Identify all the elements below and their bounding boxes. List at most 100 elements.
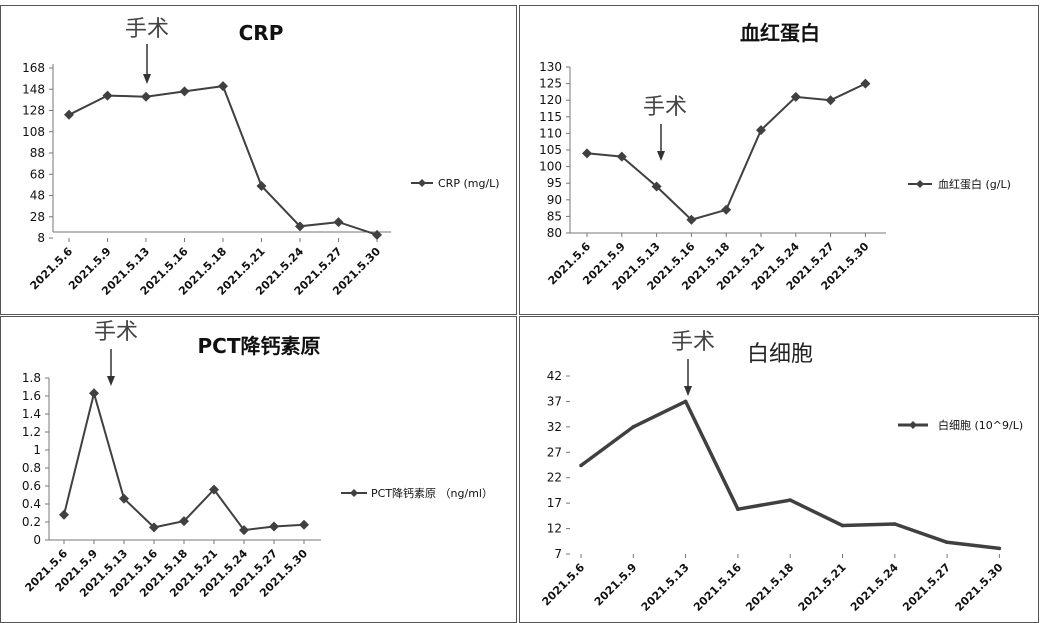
series-line — [63, 389, 305, 532]
y-axis-ticks: 1.8 1.6 1.4 1.2 1 0.8 0.6 0.4 0.2 0 — [22, 371, 49, 547]
y-tick-label: 37 — [547, 394, 562, 408]
data-point — [683, 399, 688, 404]
y-tick-label: 28 — [30, 210, 45, 224]
y-tick-label: 12 — [547, 522, 562, 536]
markers — [59, 388, 309, 536]
data-point — [997, 546, 1002, 551]
legend: 血红蛋白 (g/L) — [908, 177, 1011, 191]
markers — [64, 81, 382, 240]
data-point — [631, 425, 636, 429]
x-tick-label: 2021.5.27 — [900, 561, 953, 614]
annotation-arrow — [107, 349, 115, 386]
data-point — [119, 493, 129, 504]
data-point — [179, 86, 190, 97]
y-tick-label: 108 — [22, 125, 45, 139]
y-tick-label: 68 — [30, 167, 45, 181]
y-tick-label: 105 — [539, 143, 562, 157]
series-line — [586, 82, 866, 221]
series-line — [579, 399, 1000, 551]
chart-title: CRP — [239, 21, 284, 45]
data-point — [295, 221, 305, 232]
legend: CRP (mg/L) — [411, 177, 500, 190]
data-point — [756, 125, 766, 136]
chart-panel-pct: PCT降钙素原 1.8 1.6 1.4 1.2 1 0.8 0.6 0.4 0.2 0 2021.… — [0, 316, 517, 623]
chart-hemoglobin: 血红蛋白 130 125 120 115 110 105 100 95 90 85 80 2021.… — [539, 21, 1011, 293]
y-tick-label: 0 — [33, 533, 41, 547]
x-axis-ticks: 2021.5.62021.5.92021.5.132021.5.162021.5… — [28, 238, 383, 298]
legend-label: 白细胞 (10^9/L) — [938, 418, 1023, 432]
data-point — [89, 388, 99, 399]
y-tick-label: 1.6 — [22, 389, 41, 403]
data-point — [945, 540, 949, 545]
y-tick-label: 128 — [22, 104, 45, 118]
chart-pct: PCT降钙素原 1.8 1.6 1.4 1.2 1 0.8 0.6 0.4 0.2 0 2021.… — [22, 320, 493, 600]
legend-label: CRP (mg/L) — [438, 177, 500, 190]
chart-title: 白细胞 — [747, 342, 813, 367]
chart-crp: CRP 168 148 128 108 88 68 48 28 8 2021.5.62021.5… — [22, 17, 500, 298]
y-tick-label: 95 — [547, 176, 562, 190]
legend: PCT降钙素原 （ng/ml） — [341, 486, 493, 500]
data-point — [616, 151, 627, 162]
data-point — [651, 181, 662, 192]
y-tick-label: 1.2 — [22, 425, 41, 439]
x-axis-ticks: 2021.5.62021.5.92021.5.132021.5.162021.5… — [23, 540, 310, 600]
data-point — [579, 463, 583, 468]
y-tick-label: 0.4 — [22, 497, 41, 511]
annotation-arrow — [657, 124, 665, 161]
y-tick-label: 22 — [547, 471, 562, 485]
y-tick-label: 17 — [547, 496, 562, 510]
y-tick-label: 100 — [539, 160, 562, 174]
y-tick-label: 125 — [539, 77, 562, 91]
y-tick-label: 1.8 — [22, 371, 41, 385]
y-tick-label: 88 — [30, 146, 45, 160]
data-point — [333, 217, 344, 228]
y-tick-label: 115 — [539, 110, 562, 124]
data-point — [179, 516, 189, 527]
y-tick-label: 1 — [33, 443, 41, 457]
y-tick-label: 27 — [547, 445, 562, 459]
data-point — [372, 229, 382, 240]
y-axis-ticks: 42 37 32 27 22 17 12 7 — [547, 369, 570, 561]
x-tick-label: 2021.5.21 — [796, 561, 849, 614]
data-point — [141, 91, 151, 102]
data-point — [209, 484, 219, 495]
annotation-arrow — [143, 44, 151, 84]
data-point — [790, 91, 801, 102]
y-tick-label: 110 — [539, 126, 562, 140]
x-tick-label: 2021.5.30 — [953, 561, 1006, 614]
data-point — [860, 78, 871, 89]
data-point — [825, 95, 836, 106]
x-tick-label: 2021.5.16 — [691, 561, 744, 614]
data-point — [102, 90, 113, 101]
annotation-arrow — [684, 359, 692, 396]
data-point — [299, 519, 309, 530]
data-point — [256, 180, 267, 191]
y-tick-label: 0.8 — [22, 461, 41, 475]
y-tick-label: 90 — [547, 193, 562, 207]
data-point — [686, 214, 697, 225]
y-tick-label: 7 — [554, 547, 562, 561]
chart-panel-crp: CRP 168 148 128 108 88 68 48 28 8 2021.5.6 2021.5… — [0, 5, 517, 315]
y-tick-label: 120 — [539, 93, 562, 107]
markers — [582, 78, 871, 225]
x-tick-label: 2021.5.6 — [540, 561, 588, 609]
data-point — [269, 521, 279, 532]
y-tick-label: 0.6 — [22, 479, 41, 493]
x-axis-ticks: 2021.5.62021.5.92021.5.132021.5.162021.5… — [546, 233, 872, 293]
y-tick-label: 148 — [22, 82, 45, 96]
x-tick-label: 2021.5.24 — [848, 561, 901, 614]
surgery-annotation: 手术 — [671, 330, 715, 355]
y-tick-label: 80 — [547, 226, 562, 240]
surgery-annotation: 手术 — [125, 17, 169, 42]
x-tick-label: 2021.5.18 — [743, 561, 796, 614]
y-tick-label: 42 — [547, 369, 562, 383]
data-point — [239, 525, 249, 536]
y-tick-label: 48 — [30, 189, 45, 203]
markers — [579, 399, 1002, 551]
data-point — [149, 522, 159, 533]
data-point — [736, 507, 740, 512]
data-point — [59, 509, 69, 520]
y-tick-label: 1.4 — [22, 407, 41, 421]
series-line — [68, 85, 378, 236]
y-tick-label: 85 — [547, 209, 562, 223]
